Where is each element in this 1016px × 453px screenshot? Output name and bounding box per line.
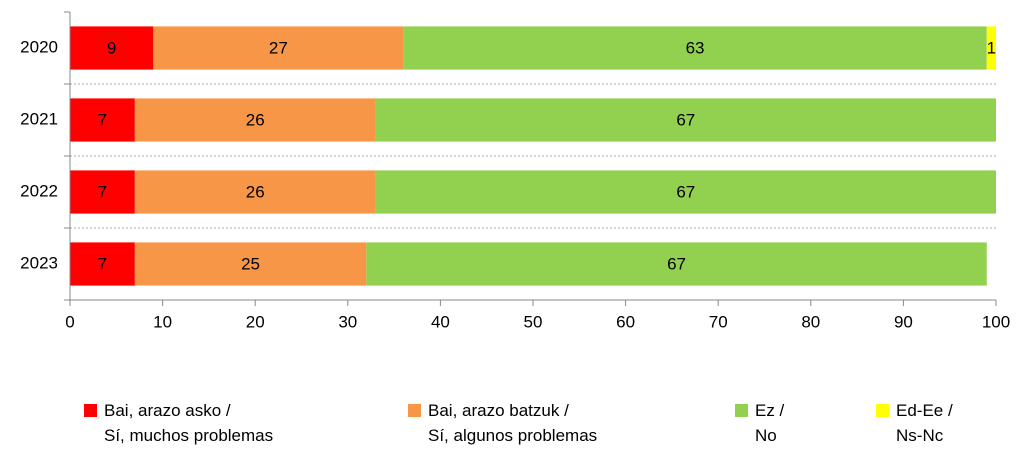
- x-tick-label: 10: [153, 312, 172, 331]
- data-label: 26: [246, 110, 265, 129]
- y-tick-label: 2022: [20, 181, 58, 200]
- y-tick-label: 2023: [20, 253, 58, 272]
- legend-label: Ed-Ee / Ns-Nc: [896, 401, 953, 445]
- legend-swatch: [408, 404, 421, 417]
- legend-label: Bai, arazo batzuk / Sí, algunos problema…: [428, 401, 598, 445]
- data-label: 67: [667, 254, 686, 273]
- data-label: 67: [676, 110, 695, 129]
- bar-segment: [366, 242, 987, 286]
- data-label: 1: [987, 38, 996, 57]
- y-tick-label: 2021: [20, 109, 58, 128]
- data-label: 27: [269, 38, 288, 57]
- bar-segment: [375, 98, 997, 142]
- bar-segment: [70, 98, 135, 142]
- bar-segment: [70, 242, 135, 286]
- data-label: 9: [107, 38, 116, 57]
- y-tick-label: 2020: [20, 37, 58, 56]
- data-label: 63: [686, 38, 705, 57]
- bar-segment: [403, 26, 987, 70]
- x-tick-label: 70: [709, 312, 728, 331]
- bar-segment: [134, 170, 376, 214]
- data-label: 7: [98, 110, 107, 129]
- x-tick-label: 30: [338, 312, 357, 331]
- data-label: 67: [676, 182, 695, 201]
- data-label: 7: [98, 254, 107, 273]
- data-label: 7: [98, 182, 107, 201]
- bar-segment: [70, 170, 135, 214]
- bar-segment: [986, 26, 996, 70]
- x-tick-label: 40: [431, 312, 450, 331]
- bar-segment: [134, 242, 367, 286]
- bar-segment: [375, 170, 997, 214]
- bar-segment: [153, 26, 404, 70]
- data-label: 26: [246, 182, 265, 201]
- x-tick-label: 20: [246, 312, 265, 331]
- legend-swatch: [876, 404, 889, 417]
- x-tick-label: 100: [982, 312, 1010, 331]
- bar-segment: [70, 26, 154, 70]
- legend-swatch: [735, 404, 748, 417]
- x-tick-label: 80: [801, 312, 820, 331]
- x-tick-label: 50: [524, 312, 543, 331]
- bar-segment: [134, 98, 376, 142]
- x-tick-label: 60: [616, 312, 635, 331]
- x-tick-label: 0: [65, 312, 74, 331]
- data-label: 25: [241, 254, 260, 273]
- legend-label: Bai, arazo asko / Sí, muchos problemas: [104, 401, 274, 445]
- x-tick-label: 90: [894, 312, 913, 331]
- legend-label: Ez / No: [755, 401, 785, 445]
- legend-swatch: [84, 404, 97, 417]
